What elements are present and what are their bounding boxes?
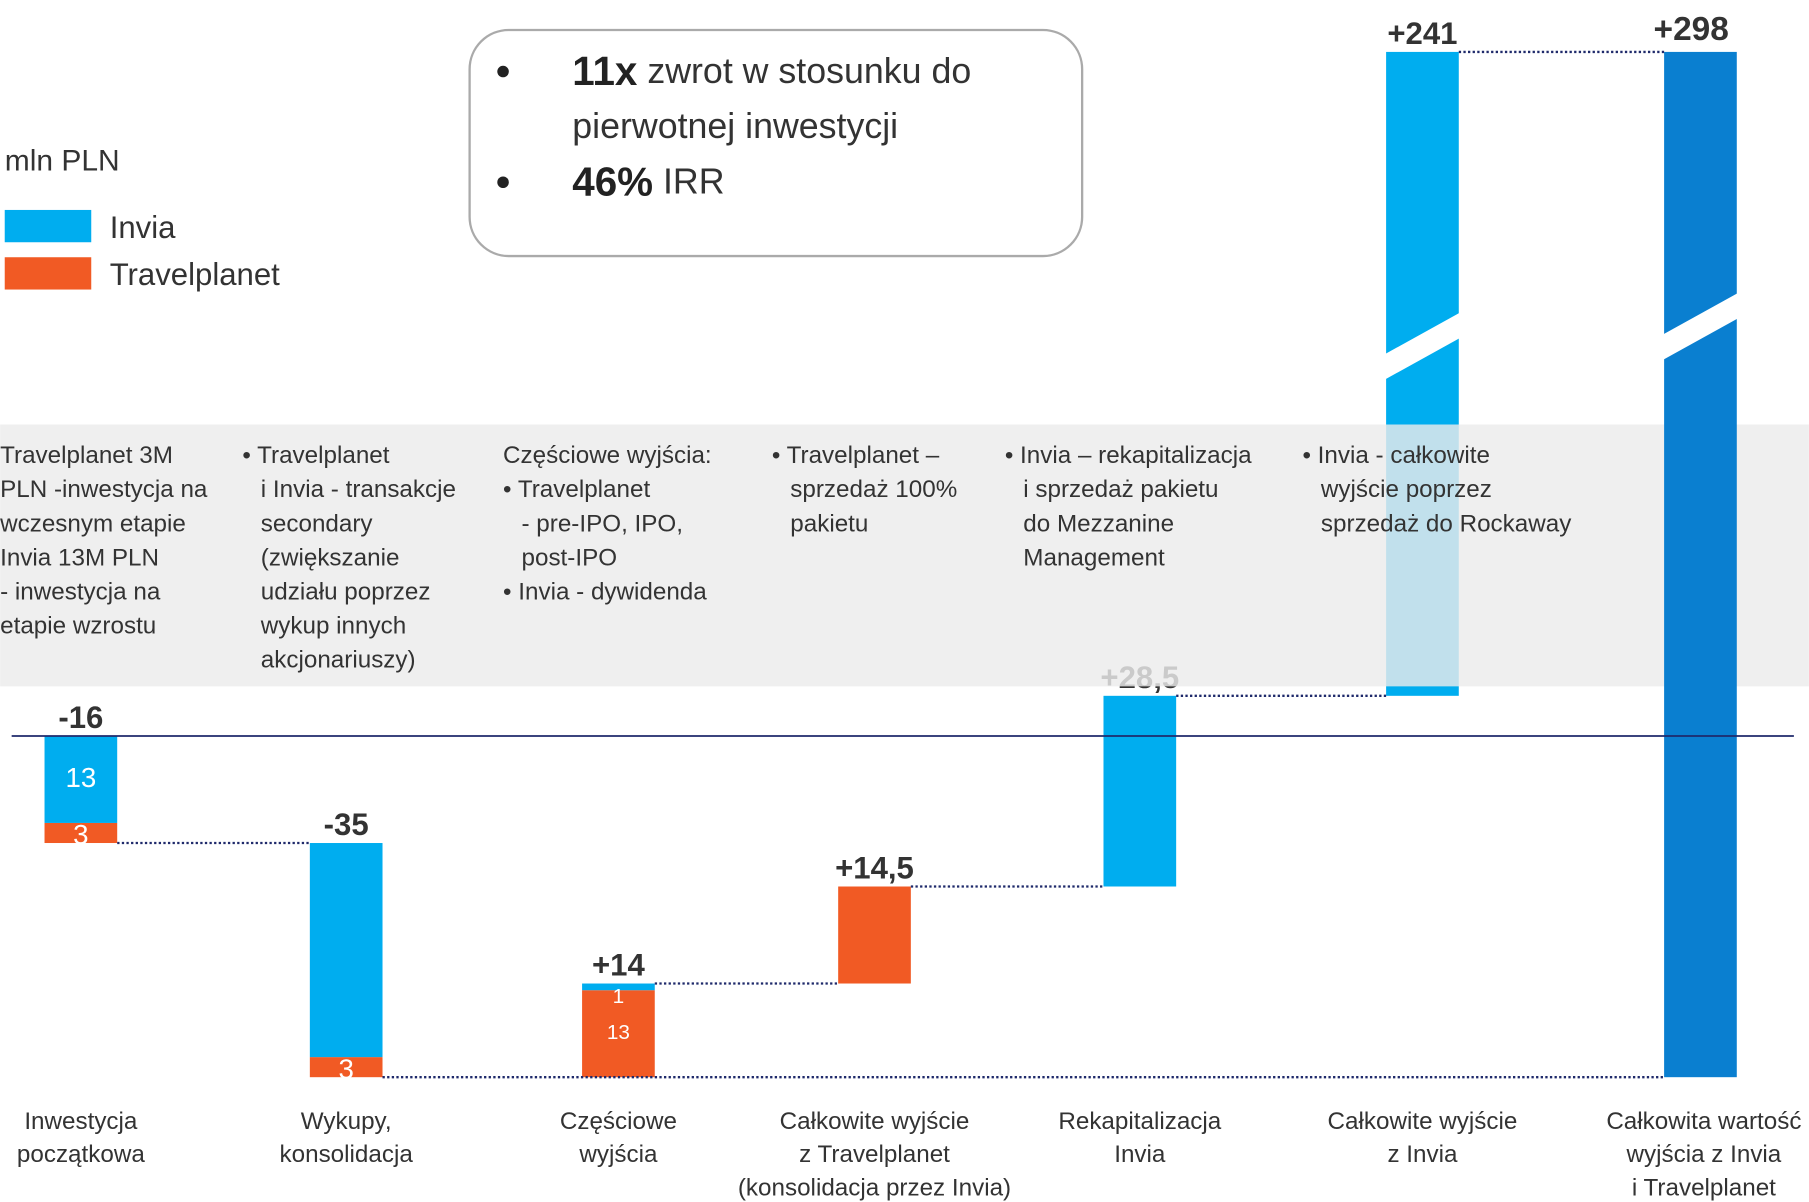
note-text: (zwiększanie bbox=[261, 544, 400, 571]
note-text: PLN -inwestycja na bbox=[0, 476, 208, 503]
note-text: • Invia - całkowite bbox=[1302, 442, 1490, 469]
bar-segment bbox=[1103, 695, 1177, 887]
callout-box bbox=[468, 28, 1084, 258]
x-tick-label: Całkowite wyjście bbox=[1328, 1108, 1518, 1135]
legend-label: Travelplanet bbox=[110, 257, 280, 292]
x-tick-label: (konsolidacja przez Invia) bbox=[738, 1175, 1011, 1202]
note-text: secondary bbox=[261, 510, 374, 537]
x-tick-label: Całkowite wyjście bbox=[780, 1108, 970, 1135]
space bbox=[637, 51, 647, 91]
axis-break bbox=[1384, 312, 1460, 380]
segment-label: 3 bbox=[338, 1053, 353, 1084]
axis-break bbox=[1662, 293, 1738, 360]
note-text: Management bbox=[1023, 544, 1165, 571]
note-text: Invia 13M PLN bbox=[0, 544, 159, 571]
x-tick-label: Wykupy, bbox=[301, 1108, 392, 1135]
x-tick-label: wyjścia bbox=[578, 1141, 658, 1168]
bullet bbox=[497, 176, 509, 189]
x-tick-label: z Invia bbox=[1387, 1141, 1458, 1168]
note-text: wyjście poprzez bbox=[1320, 476, 1492, 503]
note-text: wczesnym etapie bbox=[0, 510, 186, 537]
note-text: post-IPO bbox=[522, 544, 618, 571]
note-text: do Mezzanine bbox=[1023, 510, 1174, 537]
space bbox=[653, 162, 663, 202]
value-label: +298 bbox=[1654, 11, 1729, 48]
callout-line: zwrot w stosunku do bbox=[647, 51, 971, 91]
callout-text: 46% IRR bbox=[572, 158, 724, 204]
callout-line: pierwotnej inwestycji bbox=[572, 107, 898, 147]
legend-label: Invia bbox=[110, 210, 176, 245]
bar-segment bbox=[582, 983, 655, 991]
note-text: • Travelplanet bbox=[503, 476, 650, 503]
note-text: etapie wzrostu bbox=[0, 612, 156, 639]
note-text: • Travelplanet – bbox=[772, 442, 940, 469]
x-tick-label: i Travelplanet bbox=[1632, 1175, 1776, 1202]
segment-label: 13 bbox=[65, 762, 96, 793]
note-text: pakietu bbox=[790, 510, 868, 537]
segment-label: 13 bbox=[607, 1021, 630, 1044]
value-label: +14 bbox=[592, 948, 645, 983]
note-text: Travelplanet 3M bbox=[0, 442, 173, 469]
note-text: udziału poprzez bbox=[261, 578, 431, 605]
legend-swatch bbox=[4, 257, 92, 290]
bar-segment bbox=[309, 843, 383, 1058]
callout-bold: 11x bbox=[572, 47, 638, 93]
callout-bold: 46% bbox=[572, 158, 653, 204]
bar-segment bbox=[838, 886, 911, 984]
value-label: +241 bbox=[1387, 16, 1457, 51]
note-text: akcjonariuszy) bbox=[261, 646, 416, 673]
note-text: Częściowe wyjścia: bbox=[503, 442, 712, 469]
note-text: • Travelplanet bbox=[242, 442, 389, 469]
x-tick-label: Rekapitalizacja bbox=[1058, 1108, 1221, 1135]
bar-segment bbox=[44, 822, 118, 844]
note-text: sprzedaż do Rockaway bbox=[1321, 510, 1572, 537]
x-tick-label: z Travelplanet bbox=[799, 1141, 950, 1168]
callout-line: IRR bbox=[663, 162, 725, 202]
note-text: i Invia - transakcje bbox=[261, 476, 456, 503]
note-text: • Invia - dywidenda bbox=[503, 578, 707, 605]
bullet bbox=[497, 65, 509, 78]
callout-text: pierwotnej inwestycji bbox=[572, 107, 898, 147]
note-text: i sprzedaż pakietu bbox=[1023, 476, 1218, 503]
x-tick-label: Całkowita wartość bbox=[1606, 1108, 1801, 1135]
x-tick-label: wyjścia z Invia bbox=[1626, 1141, 1782, 1168]
segment-label: 1 bbox=[613, 985, 625, 1008]
legend-swatch bbox=[4, 209, 92, 243]
note-text: • Invia – rekapitalizacja bbox=[1005, 442, 1252, 469]
unit-label: mln PLN bbox=[5, 145, 120, 178]
bar-segment bbox=[582, 990, 655, 1078]
x-tick-label: konsolidacja bbox=[280, 1141, 414, 1168]
note-text: - pre-IPO, IPO, bbox=[522, 510, 684, 537]
x-tick-label: Invia bbox=[1114, 1141, 1166, 1168]
value-label: -35 bbox=[324, 807, 369, 842]
bar-segment bbox=[309, 1057, 383, 1078]
callout-text: 11x zwrot w stosunku do bbox=[572, 47, 971, 93]
x-tick-label: początkowa bbox=[17, 1141, 145, 1168]
bar-segment bbox=[44, 735, 118, 823]
x-tick-label: Częściowe bbox=[560, 1108, 677, 1135]
value-label: -16 bbox=[58, 700, 103, 735]
note-text: sprzedaż 100% bbox=[790, 476, 957, 503]
value-label: +14,5 bbox=[835, 851, 914, 886]
segment-label: 3 bbox=[73, 819, 88, 850]
notes-band bbox=[0, 424, 1809, 687]
note-text: wykup innych bbox=[260, 612, 406, 639]
note-text: - inwestycja na bbox=[0, 578, 161, 605]
x-tick-label: Inwestycja bbox=[24, 1108, 138, 1135]
total-bar bbox=[1664, 51, 1737, 1078]
